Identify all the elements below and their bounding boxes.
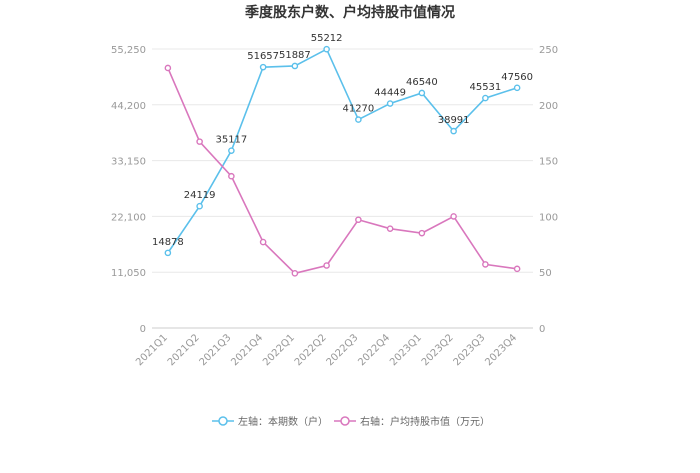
x-tick-label: 2022Q2	[293, 332, 329, 368]
data-point	[291, 62, 299, 70]
x-tick-label: 2021Q1	[134, 332, 170, 368]
data-point	[513, 265, 521, 273]
data-point	[164, 249, 172, 257]
data-label: 38991	[438, 115, 470, 126]
data-point	[291, 270, 299, 277]
data-point	[196, 202, 203, 210]
x-tick-label: 2023Q1	[388, 332, 424, 368]
series-line	[167, 48, 518, 254]
data-point	[355, 216, 362, 224]
x-tick-label: 2021Q3	[198, 332, 234, 368]
data-label: 41270	[342, 104, 374, 115]
data-point	[228, 172, 235, 180]
series-line	[167, 67, 518, 275]
y-left-tick-label: 0	[140, 324, 146, 335]
legend-marker	[340, 416, 350, 426]
x-tick-label: 2022Q1	[261, 332, 297, 368]
x-tick-label: 2023Q2	[420, 332, 456, 368]
data-point	[228, 147, 235, 154]
x-tick-label: 2021Q4	[229, 332, 265, 368]
x-tick-label: 2021Q2	[166, 332, 202, 368]
data-point	[386, 100, 394, 107]
x-tick-label: 2022Q3	[325, 332, 361, 368]
y-left-tick-label: 11,050	[111, 268, 146, 279]
y-left-tick-label: 44,200	[111, 101, 146, 112]
data-point	[450, 127, 457, 135]
data-point	[323, 262, 330, 269]
x-tick-label: 2022Q4	[356, 332, 392, 368]
data-point	[418, 229, 426, 237]
data-point	[196, 138, 203, 145]
data-label: 46540	[406, 77, 438, 88]
data-label: 14878	[152, 237, 184, 248]
data-point	[482, 94, 489, 102]
data-point	[418, 89, 426, 97]
data-point	[386, 225, 394, 232]
y-left-tick-label: 33,150	[111, 157, 146, 168]
data-point	[259, 63, 267, 71]
x-tick-label: 2023Q4	[483, 332, 519, 368]
data-point	[482, 261, 489, 268]
data-label: 24119	[184, 190, 216, 201]
y-left-tick-label: 55,250	[111, 45, 146, 56]
y-axis-right: 0 50 100 150 200 250	[539, 45, 558, 335]
data-label: 47560	[501, 72, 533, 83]
data-label: 55212	[311, 33, 343, 44]
data-point	[355, 116, 362, 123]
y-left-tick-label: 22,100	[111, 212, 146, 223]
legend-label: 左轴：本期数（户）	[238, 415, 328, 428]
y-right-tick-label: 50	[539, 268, 552, 279]
data-label: 51657	[247, 51, 279, 62]
data-label: 35117	[215, 135, 247, 146]
x-axis: 2021Q12021Q22021Q32021Q42022Q12022Q22022…	[134, 332, 519, 368]
chart-title: 季度股东户数、户均持股市值情况	[244, 4, 455, 21]
y-right-tick-label: 0	[539, 324, 545, 335]
data-point	[450, 213, 457, 220]
data-point	[323, 45, 330, 53]
data-point	[164, 64, 172, 72]
x-tick-label: 2023Q3	[452, 332, 488, 368]
legend-marker	[218, 416, 228, 426]
y-right-tick-label: 150	[539, 157, 558, 168]
legend: 左轴：本期数（户） 右轴：户均持股市值（万元）	[212, 415, 490, 428]
data-label: 51887	[279, 50, 311, 61]
grid	[152, 48, 533, 329]
data-point	[259, 238, 267, 246]
y-right-tick-label: 100	[539, 212, 558, 223]
y-right-tick-label: 200	[539, 101, 558, 112]
data-label: 44449	[374, 88, 406, 99]
data-point	[513, 84, 521, 92]
y-right-tick-label: 250	[539, 45, 558, 56]
data-label: 45531	[469, 82, 501, 93]
legend-label: 右轴：户均持股市值（万元）	[360, 415, 490, 428]
y-axis-left: 0 11,050 22,100 33,150 44,200 55,250	[111, 45, 146, 335]
